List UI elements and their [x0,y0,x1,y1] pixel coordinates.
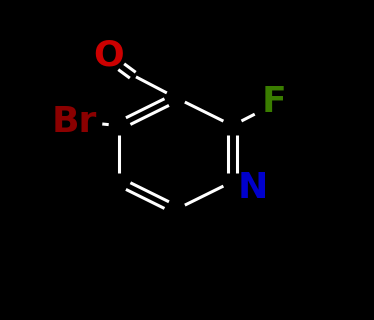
Text: F: F [261,84,286,119]
Text: N: N [238,171,268,205]
Text: Br: Br [52,105,97,140]
Text: O: O [93,38,124,72]
